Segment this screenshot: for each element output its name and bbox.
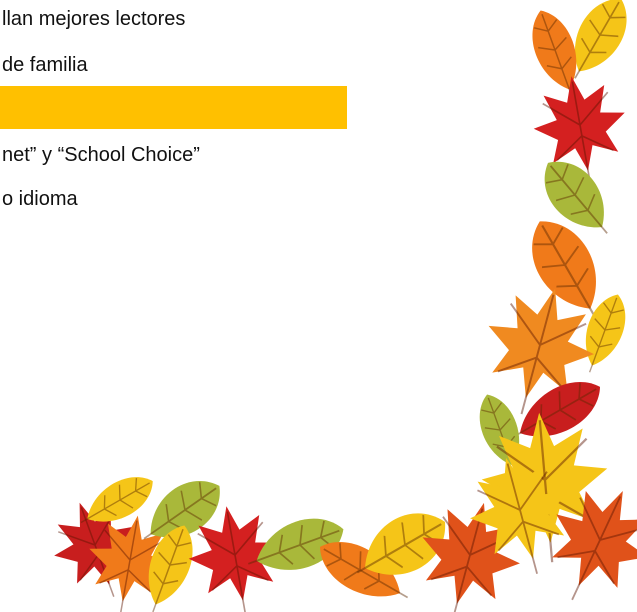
page: llan mejores lectores de familia net” y … xyxy=(0,0,637,612)
bottom-leaves xyxy=(40,445,586,612)
leaf-border xyxy=(0,0,637,612)
